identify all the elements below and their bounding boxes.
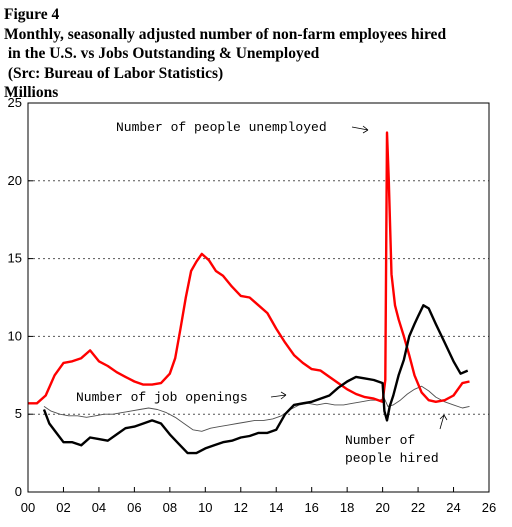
x-tick-label: 02 [56,500,70,515]
y-tick-label: 10 [8,328,22,343]
series-line-unemployed [28,131,470,405]
series-line-hired [42,304,469,455]
y-tick-label: 0 [15,484,22,499]
plot-frame [27,102,490,493]
x-tick-label: 06 [127,500,141,515]
x-tick-label: 10 [198,500,212,515]
series-lines [28,131,470,455]
chart-subtitle-line-3: (Src: Bureau of Labor Statistics) [4,64,224,82]
y-tick-label: 25 [8,95,22,110]
annotation-hired-line-2: people hired [345,451,439,466]
annotation-unemployed-arrow [351,125,369,134]
x-tick-label: 26 [482,500,496,515]
x-tick-label: 14 [269,500,283,515]
chart-subtitle-line-2: in the U.S. vs Jobs Outstanding & Unempl… [4,45,320,62]
y-axis-label: Millions [4,84,59,101]
x-tick-label: 20 [375,500,389,515]
y-tick-label: 20 [8,173,22,188]
chart-subtitle-line-1: Monthly, seasonally adjusted number of n… [4,25,447,43]
chart-title-block: Figure 4 Monthly, seasonally adjusted nu… [4,5,509,103]
x-tick-label: 00 [21,500,35,515]
series-line-openings [43,385,470,432]
grid-lines [28,180,489,415]
annotation-hired-line-1: Number of [345,433,415,448]
annotation-openings: Number of job openings [76,390,248,405]
x-tick-label: 18 [340,500,354,515]
y-tick-label: 15 [8,251,22,266]
annotations: Number of people unemployed Number of jo… [76,120,448,466]
axis-ticks: 0 5 10 15 20 25 00 02 04 06 08 10 12 14 16 18 20 22 24 26 [8,95,497,515]
x-tick-label: 04 [92,500,106,515]
x-tick-label: 12 [234,500,248,515]
x-tick-label: 16 [304,500,318,515]
annotation-unemployed: Number of people unemployed [116,120,327,135]
chart-title: Figure 4 [4,6,60,23]
x-tick-label: 22 [411,500,425,515]
x-tick-label: 24 [446,500,460,515]
y-tick-label: 5 [15,406,22,421]
annotation-hired-arrow [439,414,448,430]
annotation-openings-arrow [270,391,287,400]
x-tick-label: 08 [163,500,177,515]
